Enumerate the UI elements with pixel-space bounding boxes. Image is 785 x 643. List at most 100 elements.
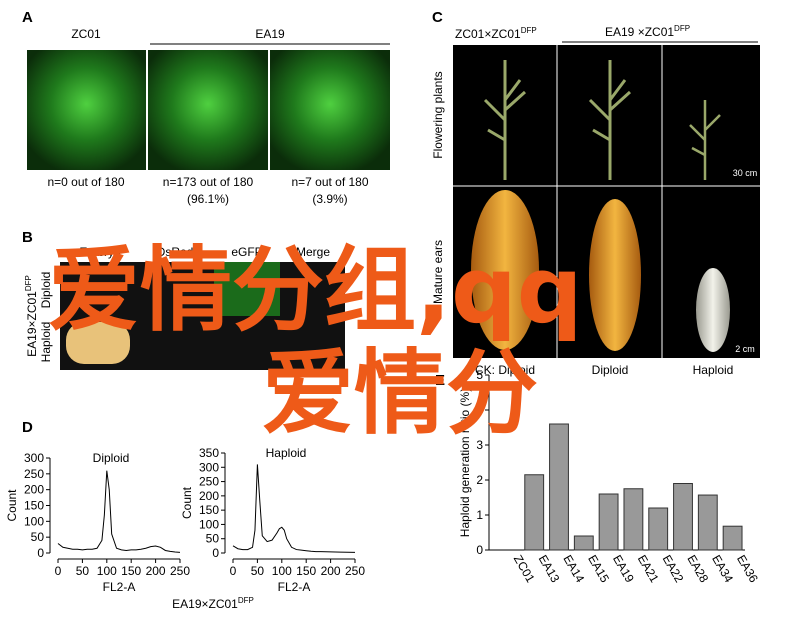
x-tick-label: 150 — [121, 564, 141, 578]
x-tick-label: EA34 — [709, 553, 736, 586]
scale-label: 2 cm — [735, 344, 755, 354]
x-tick-label: 200 — [321, 564, 341, 578]
x-tick-label: 0 — [230, 564, 237, 578]
scale-label: 30 cm — [733, 168, 758, 178]
chart-title: Diploid — [93, 451, 130, 465]
y-tick-label: 250 — [199, 475, 219, 489]
y-axis-label: Haploid generation ratio (%) — [458, 388, 472, 537]
plant — [689, 100, 721, 180]
y-tick-label: 150 — [24, 499, 44, 513]
panel-label: A — [22, 9, 33, 26]
caption: n=173 out of 180 — [163, 175, 254, 189]
photo — [148, 50, 268, 170]
x-axis-label: FL2-A — [103, 580, 136, 594]
x-tick-label: ZC01 — [511, 553, 538, 586]
x-tick-label: 150 — [296, 564, 316, 578]
superscript: DFP — [24, 275, 33, 291]
x-tick-label: 250 — [170, 564, 190, 578]
corn-ear — [471, 190, 539, 350]
superscript: DFP — [521, 26, 537, 35]
x-tick-label: 250 — [345, 564, 365, 578]
x-tick-label: EA14 — [560, 553, 587, 586]
x-tick-label: EA28 — [684, 553, 711, 586]
y-tick-label: 50 — [31, 530, 45, 544]
plant — [483, 60, 527, 180]
x-tick-label: EA21 — [635, 553, 662, 586]
panel-label: D — [22, 419, 33, 436]
bar — [673, 483, 693, 551]
y-axis-label: Count — [180, 486, 194, 519]
y-axis-label: Count — [5, 489, 19, 522]
y-tick-label: 2 — [476, 473, 483, 487]
superscript: DFP — [674, 24, 690, 33]
photo — [27, 50, 146, 170]
caption: (3.9%) — [312, 192, 347, 206]
y-tick-label: 0 — [37, 546, 44, 560]
bar — [623, 488, 644, 551]
x-tick-label: EA13 — [536, 553, 563, 586]
x-axis-label: FL2-A — [278, 580, 311, 594]
photo — [66, 322, 130, 364]
column-label: Diploid — [592, 363, 629, 377]
panel-label: E — [435, 372, 445, 389]
side-label: EA19×ZC01DFP — [24, 275, 39, 357]
header: ZC01 — [71, 27, 101, 41]
x-tick-label: 100 — [272, 564, 292, 578]
y-tick-label: 200 — [24, 483, 44, 497]
x-tick-label: 50 — [76, 564, 90, 578]
corn-ear — [589, 199, 641, 351]
header: EA19 — [255, 27, 285, 41]
y-tick-label: 0 — [212, 546, 219, 560]
header: ZC01×ZC01DFP — [455, 26, 537, 41]
photo — [214, 262, 280, 316]
text: EA19×ZC01 — [25, 291, 39, 357]
histogram-line — [232, 464, 356, 553]
photo — [270, 50, 390, 170]
y-tick-label: 5 — [476, 368, 483, 382]
row-label: Mature ears — [431, 240, 445, 304]
bar — [549, 423, 569, 551]
bar — [573, 535, 594, 551]
caption: (96.1%) — [187, 192, 229, 206]
y-tick-label: 300 — [24, 451, 44, 465]
column-label: CK: Diploid — [475, 363, 535, 377]
x-tick-label: 0 — [55, 564, 62, 578]
panel-label: B — [22, 229, 33, 246]
column-label: DsRed — [157, 245, 194, 259]
bar — [697, 494, 718, 551]
x-tick-label: 100 — [97, 564, 117, 578]
column-label: Haploid — [693, 363, 734, 377]
chart-title: Haploid — [266, 446, 307, 460]
bar — [598, 493, 619, 551]
y-tick-label: 50 — [206, 532, 220, 546]
x-tick-label: 200 — [146, 564, 166, 578]
column-label: Merge — [296, 245, 330, 259]
overlay-text: 爱情分 — [262, 340, 538, 447]
footer: EA19×ZC01DFP — [172, 596, 254, 611]
y-tick-label: 1 — [476, 508, 483, 522]
row-label: Haploid — [39, 322, 53, 363]
x-tick-label: EA22 — [660, 553, 687, 586]
y-tick-label: 300 — [199, 460, 219, 474]
y-tick-label: 100 — [199, 517, 219, 531]
bar — [524, 474, 545, 551]
y-tick-label: 0 — [476, 543, 483, 557]
y-tick-label: 100 — [24, 514, 44, 528]
histogram-line — [57, 470, 181, 553]
panel-label: C — [432, 9, 443, 26]
y-tick-label: 350 — [199, 446, 219, 460]
text: ZC01×ZC01 — [455, 27, 521, 41]
column-label: eGFP — [231, 245, 262, 259]
y-tick-label: 200 — [199, 489, 219, 503]
y-tick-label: 250 — [24, 467, 44, 481]
x-tick-label: EA36 — [734, 553, 761, 586]
y-tick-label: 4 — [476, 403, 483, 417]
row-label: Diploid — [39, 272, 53, 309]
y-tick-label: 150 — [199, 503, 219, 517]
text: EA19 ×ZC01 — [605, 25, 674, 39]
column-label: Embryo — [79, 245, 121, 259]
bar — [648, 507, 669, 551]
x-tick-label: EA15 — [585, 553, 612, 586]
superscript: DFP — [238, 596, 254, 605]
